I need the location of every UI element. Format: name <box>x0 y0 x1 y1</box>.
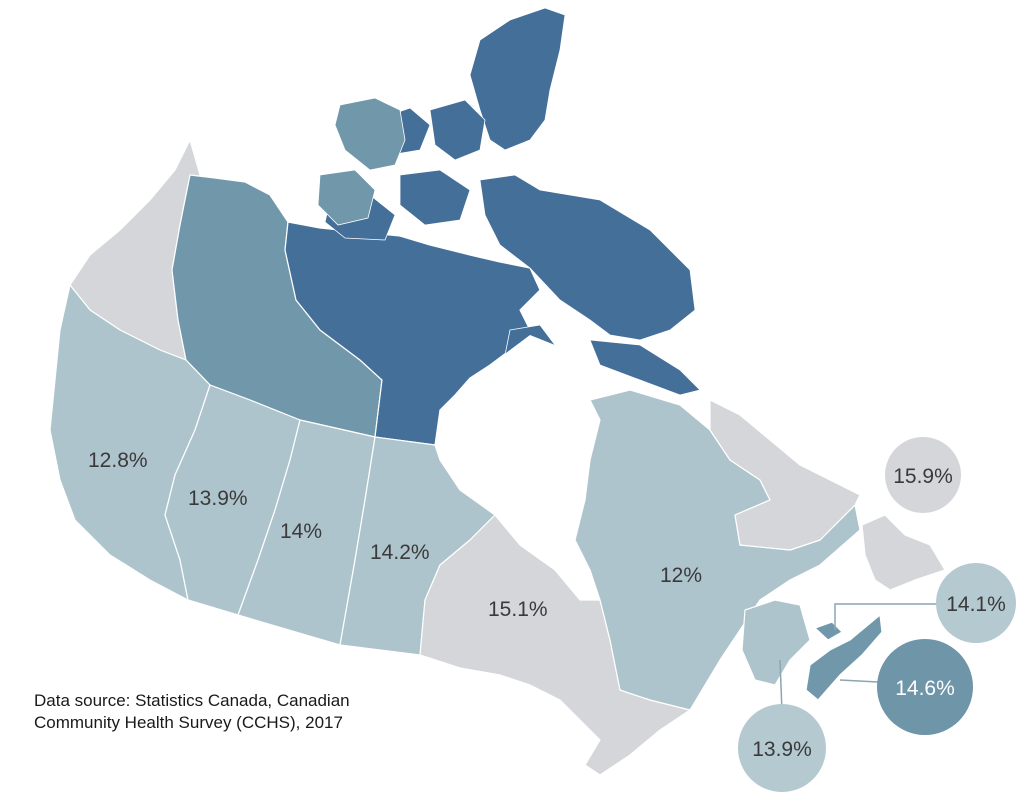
leader-line-pei <box>834 603 938 630</box>
region-prince-edward-island <box>814 621 843 641</box>
label-manitoba: 14.2% <box>370 541 430 564</box>
label-ontario: 15.1% <box>488 598 548 621</box>
region-newfoundland-and-labrador <box>709 399 861 551</box>
leader-line-nova-scotia <box>839 679 879 683</box>
label-newfoundland-and-labrador: 15.9% <box>893 465 953 488</box>
leader-line-new-brunswick <box>779 659 783 713</box>
label-british-columbia: 12.8% <box>88 449 148 472</box>
label-nova-scotia: 14.6% <box>895 677 955 700</box>
hudson-bay <box>435 335 600 600</box>
bubble-new-brunswick <box>738 704 826 792</box>
bubble-newfoundland-and-labrador <box>885 437 961 513</box>
bubble-nova-scotia <box>877 639 973 735</box>
bubble-prince-edward-island <box>936 563 1016 643</box>
region-nova-scotia <box>805 614 883 701</box>
label-quebec: 12% <box>660 564 702 587</box>
region-new-brunswick <box>741 599 811 686</box>
region-ontario <box>419 514 691 776</box>
label-alberta: 13.9% <box>188 487 248 510</box>
label-saskatchewan: 14% <box>280 520 322 543</box>
region-newfoundland-island <box>861 514 946 591</box>
region-northwest-territories-islands <box>317 97 406 226</box>
label-new-brunswick: 13.9% <box>752 738 812 761</box>
label-prince-edward-island: 14.1% <box>946 593 1006 616</box>
data-source-note: Data source: Statistics Canada, Canadian… <box>34 691 350 732</box>
